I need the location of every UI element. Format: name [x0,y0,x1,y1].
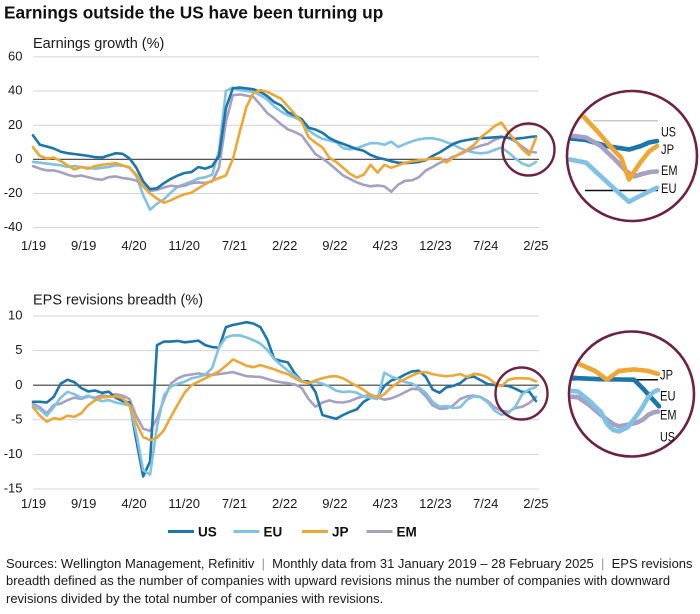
svg-text:EPS revisions breadth (%): EPS revisions breadth (%) [33,293,203,309]
svg-text:7/21: 7/21 [222,496,247,511]
svg-text:5: 5 [15,342,22,357]
svg-text:EM: EM [397,525,417,540]
svg-text:Earnings growth (%): Earnings growth (%) [33,36,164,52]
svg-text:EU: EU [264,525,283,540]
svg-text:11/20: 11/20 [168,496,200,511]
svg-text:9/19: 9/19 [71,496,96,511]
svg-text:10: 10 [8,308,22,323]
svg-text:9/22: 9/22 [322,238,347,253]
svg-text:4/23: 4/23 [373,496,398,511]
svg-text:20: 20 [8,117,22,132]
svg-text:4/20: 4/20 [121,238,146,253]
svg-text:12/23: 12/23 [419,238,452,253]
svg-text:2/22: 2/22 [272,496,297,511]
svg-text:60: 60 [8,49,22,64]
svg-text:-5: -5 [11,411,23,426]
svg-text:JP: JP [661,141,674,157]
svg-text:US: US [661,123,676,139]
svg-text:-20: -20 [4,185,23,200]
svg-text:7/21: 7/21 [222,238,247,253]
svg-text:-40: -40 [4,219,23,234]
svg-text:7/24: 7/24 [473,238,498,253]
svg-text:Earnings outside the US have b: Earnings outside the US have been turnin… [4,2,383,22]
svg-text:0: 0 [15,377,22,392]
svg-text:1/19: 1/19 [21,238,46,253]
svg-text:9/22: 9/22 [322,496,347,511]
svg-text:2/25: 2/25 [523,238,548,253]
svg-text:9/19: 9/19 [71,238,96,253]
svg-text:US: US [660,428,675,444]
svg-text:EU: EU [661,180,677,196]
svg-text:40: 40 [8,83,22,98]
svg-text:4/20: 4/20 [121,496,146,511]
svg-text:2/25: 2/25 [523,496,548,511]
svg-text:11/20: 11/20 [168,238,200,253]
svg-text:US: US [198,525,217,540]
svg-text:0: 0 [15,151,22,166]
svg-text:JP: JP [332,525,349,540]
svg-text:EU: EU [660,387,676,403]
svg-text:7/24: 7/24 [473,496,498,511]
svg-text:EM: EM [661,162,678,178]
svg-text:-15: -15 [4,481,23,496]
svg-text:EM: EM [660,407,677,423]
svg-text:12/23: 12/23 [419,496,452,511]
svg-text:4/23: 4/23 [373,238,398,253]
svg-text:-10: -10 [4,446,23,461]
svg-text:2/22: 2/22 [272,238,297,253]
svg-text:1/19: 1/19 [21,496,46,511]
svg-text:JP: JP [660,367,673,383]
